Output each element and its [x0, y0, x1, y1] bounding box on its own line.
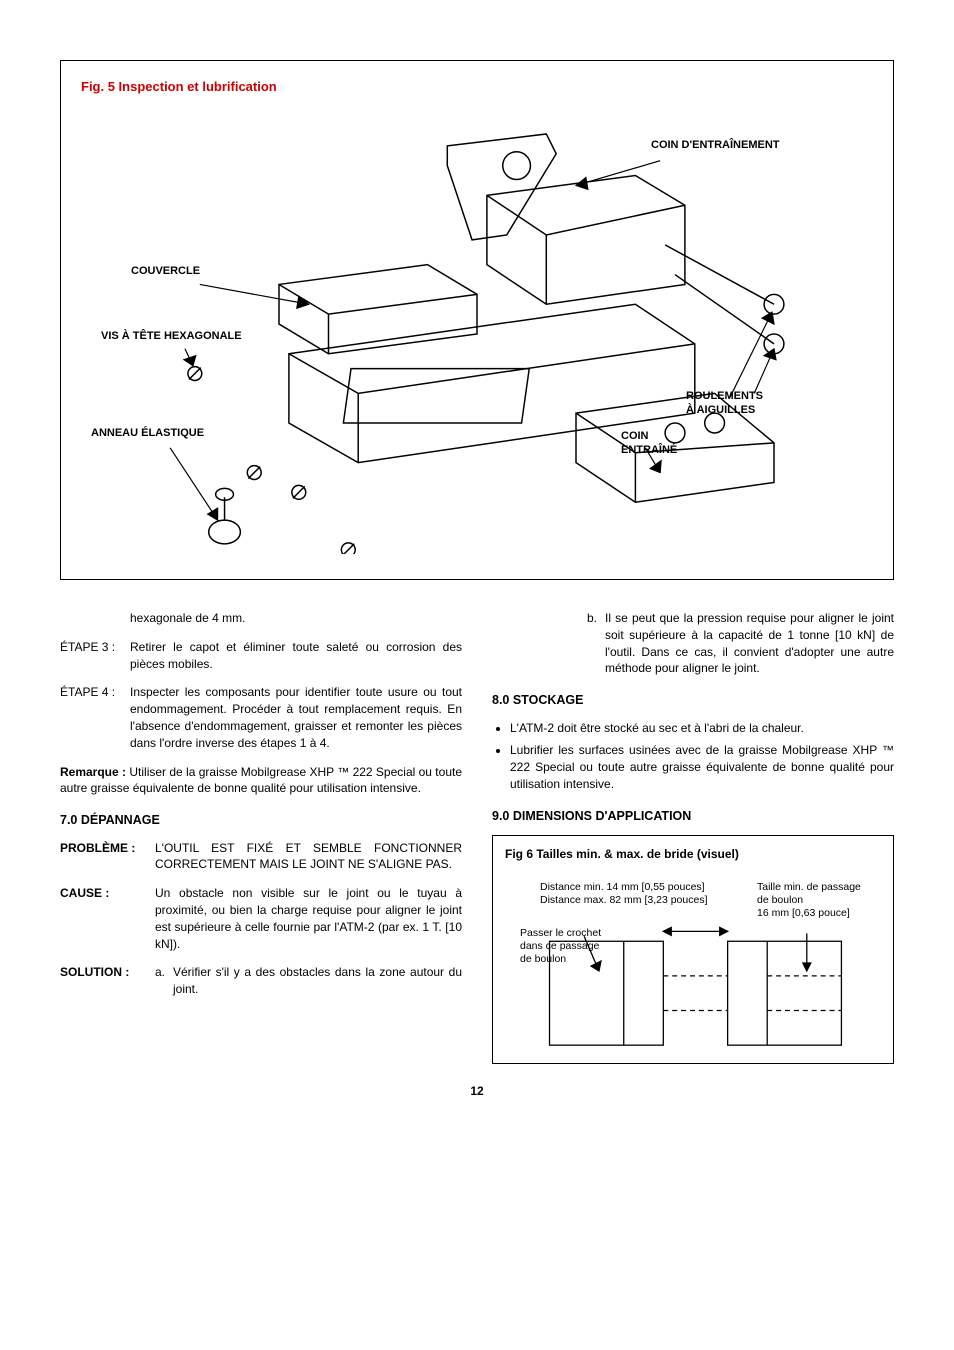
callout-drive-wedge: COIN D'ENTRAÎNEMENT — [651, 138, 780, 152]
step-4-text: Inspecter les composants pour identifier… — [130, 684, 462, 751]
cause-text: Un obstacle non visible sur le joint ou … — [155, 885, 462, 952]
problem-label: PROBLÈME : — [60, 840, 155, 874]
callout-driven-wedge: COIN ENTRAÎNÉ — [621, 429, 677, 458]
right-column: b. Il se peut que la pression requise po… — [492, 610, 894, 1064]
solution-b: b. Il se peut que la pression requise po… — [587, 610, 894, 677]
solution-a: a. Vérifier s'il y a des obstacles dans … — [155, 964, 462, 998]
figure-5-diagram: COIN D'ENTRAÎNEMENT COUVERCLE VIS À TÊTE… — [81, 104, 873, 554]
text-columns: hexagonale de 4 mm. ÉTAPE 3 : Retirer le… — [60, 610, 894, 1064]
step-3-label: ÉTAPE 3 : — [60, 639, 130, 673]
solution-b-letter: b. — [587, 610, 605, 677]
callout-needle-bearings: ROULEMENTS À AIGUILLES — [686, 389, 763, 418]
callout-snap-ring: ANNEAU ÉLASTIQUE — [91, 426, 204, 440]
section-8-heading: 8.0 STOCKAGE — [492, 692, 894, 710]
fig6-hook-text: Passer le crochet dans ce passage de bou… — [520, 927, 601, 966]
solution-a-letter: a. — [155, 964, 173, 998]
fig6-dist-min: Distance min. 14 mm [0,55 pouces] — [540, 881, 705, 894]
figure-6-title: Fig 6 Tailles min. & max. de bride (visu… — [505, 846, 881, 863]
section-7-heading: 7.0 DÉPANNAGE — [60, 812, 462, 830]
callout-hex-screw: VIS À TÊTE HEXAGONALE — [101, 329, 242, 343]
figure-5-title: Fig. 5 Inspection et lubrification — [81, 79, 873, 94]
step-4-label: ÉTAPE 4 : — [60, 684, 130, 751]
cause-label: CAUSE : — [60, 885, 155, 952]
section-9-heading: 9.0 DIMENSIONS D'APPLICATION — [492, 808, 894, 826]
pre-line-row: hexagonale de 4 mm. — [60, 610, 462, 627]
problem-text: L'OUTIL EST FIXÉ ET SEMBLE FONCTIONNER C… — [155, 840, 462, 874]
remark-label: Remarque : — [60, 765, 126, 779]
solution-a-text: Vérifier s'il y a des obstacles dans la … — [173, 964, 462, 998]
fig6-dist-max: Distance max. 82 mm [3,23 pouces] — [540, 894, 708, 907]
storage-bullet-2: Lubrifier les surfaces usinées avec de l… — [510, 742, 894, 792]
figure-6-box: Fig 6 Tailles min. & max. de bride (visu… — [492, 835, 894, 1064]
solution-label: SOLUTION : — [60, 964, 155, 1006]
figure-5-box: Fig. 5 Inspection et lubrification — [60, 60, 894, 580]
remark-paragraph: Remarque : Utiliser de la graisse Mobilg… — [60, 764, 462, 798]
figure-6-diagram: Distance min. 14 mm [0,55 pouces] Distan… — [505, 881, 881, 1051]
solution-b-text: Il se peut que la pression requise pour … — [605, 610, 894, 677]
solution-row: SOLUTION : a. Vérifier s'il y a des obst… — [60, 964, 462, 1006]
storage-bullets: L'ATM-2 doit être stocké au sec et à l'a… — [492, 720, 894, 793]
problem-row: PROBLÈME : L'OUTIL EST FIXÉ ET SEMBLE FO… — [60, 840, 462, 874]
storage-bullet-1: L'ATM-2 doit être stocké au sec et à l'a… — [510, 720, 894, 737]
callout-cover: COUVERCLE — [131, 264, 200, 278]
cause-row: CAUSE : Un obstacle non visible sur le j… — [60, 885, 462, 952]
step-3-text: Retirer le capot et éliminer toute salet… — [130, 639, 462, 673]
step-4-row: ÉTAPE 4 : Inspecter les composants pour … — [60, 684, 462, 751]
fig6-bolt-text: Taille min. de passage de boulon 16 mm [… — [757, 881, 861, 920]
step-3-row: ÉTAPE 3 : Retirer le capot et éliminer t… — [60, 639, 462, 673]
page-number: 12 — [60, 1084, 894, 1098]
left-column: hexagonale de 4 mm. ÉTAPE 3 : Retirer le… — [60, 610, 462, 1064]
pre-line: hexagonale de 4 mm. — [130, 610, 462, 627]
